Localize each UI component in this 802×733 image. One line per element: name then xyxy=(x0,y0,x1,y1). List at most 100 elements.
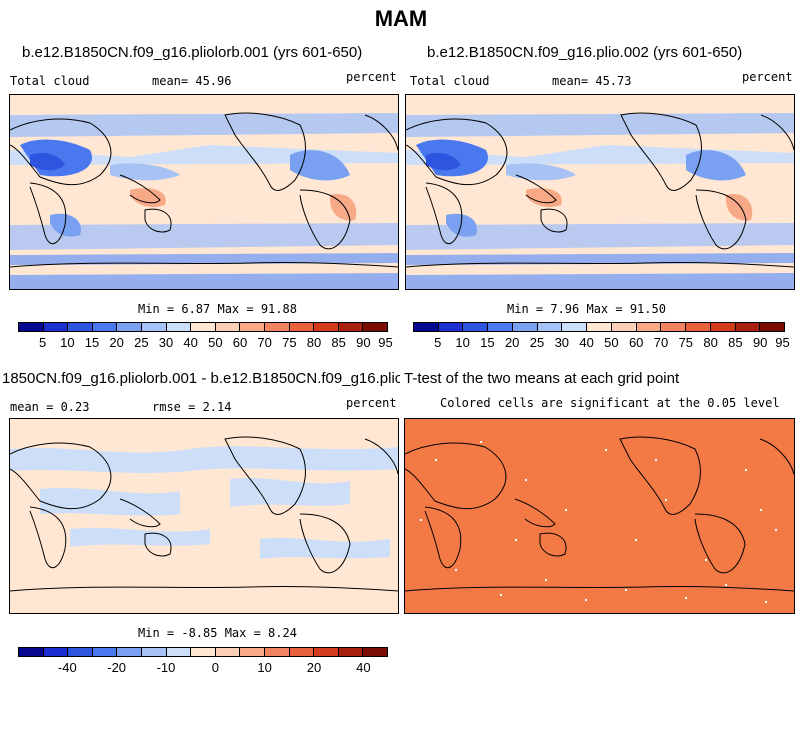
colorbar-label: 15 xyxy=(84,335,100,350)
colorbar-swatch xyxy=(264,648,290,656)
colorbar-swatch xyxy=(68,648,93,656)
colorbar-label: 75 xyxy=(282,335,297,350)
colorbar-swatch xyxy=(562,323,588,331)
colorbar-swatch xyxy=(661,323,687,331)
panel2-map xyxy=(405,94,795,290)
colorbar-label: 10 xyxy=(60,335,75,350)
colorbar-swatch xyxy=(289,323,315,331)
colorbar-swatch xyxy=(314,323,339,331)
colorbar-label: 40 xyxy=(356,660,371,675)
colorbar-swatch xyxy=(92,323,118,331)
colorbar-swatch xyxy=(363,323,387,331)
colorbar-label: 85 xyxy=(331,335,346,350)
colorbar-swatch xyxy=(463,323,489,331)
colorbar-label: 95 xyxy=(775,335,790,350)
colorbar-label: 40 xyxy=(579,335,594,350)
colorbar-swatch xyxy=(264,323,290,331)
panel2-minmax: Min = 7.96 Max = 91.50 xyxy=(507,302,666,316)
panel1-colorbar xyxy=(18,322,388,332)
colorbar-label: 15 xyxy=(480,335,495,350)
colorbar-label: 5 xyxy=(39,335,47,350)
colorbar-label: 80 xyxy=(306,335,322,350)
panel1-map-plot xyxy=(10,95,398,289)
colorbar-swatch xyxy=(537,323,563,331)
colorbar-swatch xyxy=(191,648,216,656)
colorbar-label: 0 xyxy=(211,660,219,675)
colorbar-swatch xyxy=(686,323,711,331)
colorbar-label: 80 xyxy=(703,335,718,350)
panel3-rmse: rmse = 2.14 xyxy=(152,400,232,414)
colorbar-swatch xyxy=(117,648,142,656)
colorbar-swatch xyxy=(338,323,364,331)
panel3-map-plot xyxy=(10,419,398,613)
panel1-minmax: Min = 6.87 Max = 91.88 xyxy=(138,302,297,316)
colorbar-label: 50 xyxy=(604,335,619,350)
panel2-title: b.e12.B1850CN.f09_g16.plio.002 (yrs 601-… xyxy=(427,44,743,61)
colorbar-swatch xyxy=(338,648,364,656)
colorbar-label: 60 xyxy=(628,335,644,350)
colorbar-label: 10 xyxy=(257,660,272,675)
panel4-map xyxy=(404,418,795,614)
colorbar-label: 25 xyxy=(134,335,149,350)
colorbar-swatch xyxy=(117,323,142,331)
colorbar-label: 25 xyxy=(529,335,545,350)
colorbar-swatch xyxy=(512,323,538,331)
colorbar-swatch xyxy=(438,323,464,331)
panel3-minmax: Min = -8.85 Max = 8.24 xyxy=(138,626,297,640)
colorbar-swatch xyxy=(166,323,192,331)
colorbar-swatch xyxy=(710,323,736,331)
panel1-field-label: Total cloud xyxy=(10,74,90,88)
page-title: MAM xyxy=(374,6,428,31)
colorbar-swatch xyxy=(141,323,167,331)
panel3-title: 1850CN.f09_g16.pliolorb.001 - b.e12.B185… xyxy=(2,370,400,387)
colorbar-label: -10 xyxy=(156,660,176,675)
panel4-title: T-test of the two means at each grid poi… xyxy=(404,370,680,387)
colorbar-swatch xyxy=(92,648,118,656)
colorbar-label: 10 xyxy=(455,335,470,350)
colorbar-swatch xyxy=(215,323,241,331)
panel2-colorbar xyxy=(413,322,785,332)
colorbar-swatch xyxy=(166,648,192,656)
colorbar-swatch xyxy=(240,648,265,656)
colorbar-label: 30 xyxy=(554,335,570,350)
colorbar-swatch xyxy=(43,323,69,331)
panel3-colorbar xyxy=(18,647,388,657)
colorbar-label: 90 xyxy=(752,335,768,350)
panel1-mean: mean= 45.96 xyxy=(152,74,232,88)
panel1-title: b.e12.B1850CN.f09_g16.pliolorb.001 (yrs … xyxy=(22,44,363,61)
colorbar-label: 20 xyxy=(504,335,520,350)
colorbar-label: 70 xyxy=(257,335,272,350)
colorbar-swatch xyxy=(141,648,167,656)
panel3-units: percent xyxy=(346,396,397,410)
colorbar-swatch xyxy=(215,648,241,656)
colorbar-swatch xyxy=(414,323,439,331)
colorbar-label: -40 xyxy=(57,660,77,675)
panel1-units: percent xyxy=(346,70,397,84)
colorbar-label: 20 xyxy=(306,660,322,675)
colorbar-swatch xyxy=(636,323,662,331)
colorbar-label: 75 xyxy=(678,335,694,350)
colorbar-swatch xyxy=(289,648,315,656)
colorbar-label: 30 xyxy=(158,335,174,350)
colorbar-label: 20 xyxy=(109,335,124,350)
colorbar-label: 70 xyxy=(653,335,669,350)
colorbar-swatch xyxy=(19,323,44,331)
colorbar-label: 5 xyxy=(434,335,442,350)
colorbar-swatch xyxy=(19,648,44,656)
colorbar-swatch xyxy=(314,648,339,656)
colorbar-swatch xyxy=(240,323,265,331)
colorbar-swatch xyxy=(735,323,761,331)
colorbar-swatch xyxy=(587,323,612,331)
colorbar-swatch xyxy=(68,323,93,331)
panel3-map xyxy=(9,418,399,614)
colorbar-swatch xyxy=(760,323,785,331)
panel4-map-plot xyxy=(405,419,794,613)
panel2-units: percent xyxy=(742,70,793,84)
colorbar-label: 90 xyxy=(356,335,371,350)
colorbar-label: 60 xyxy=(232,335,248,350)
colorbar-swatch xyxy=(363,648,387,656)
colorbar-swatch xyxy=(488,323,513,331)
panel2-map-plot xyxy=(406,95,794,289)
colorbar-swatch xyxy=(43,648,69,656)
colorbar-label: -20 xyxy=(107,660,127,675)
